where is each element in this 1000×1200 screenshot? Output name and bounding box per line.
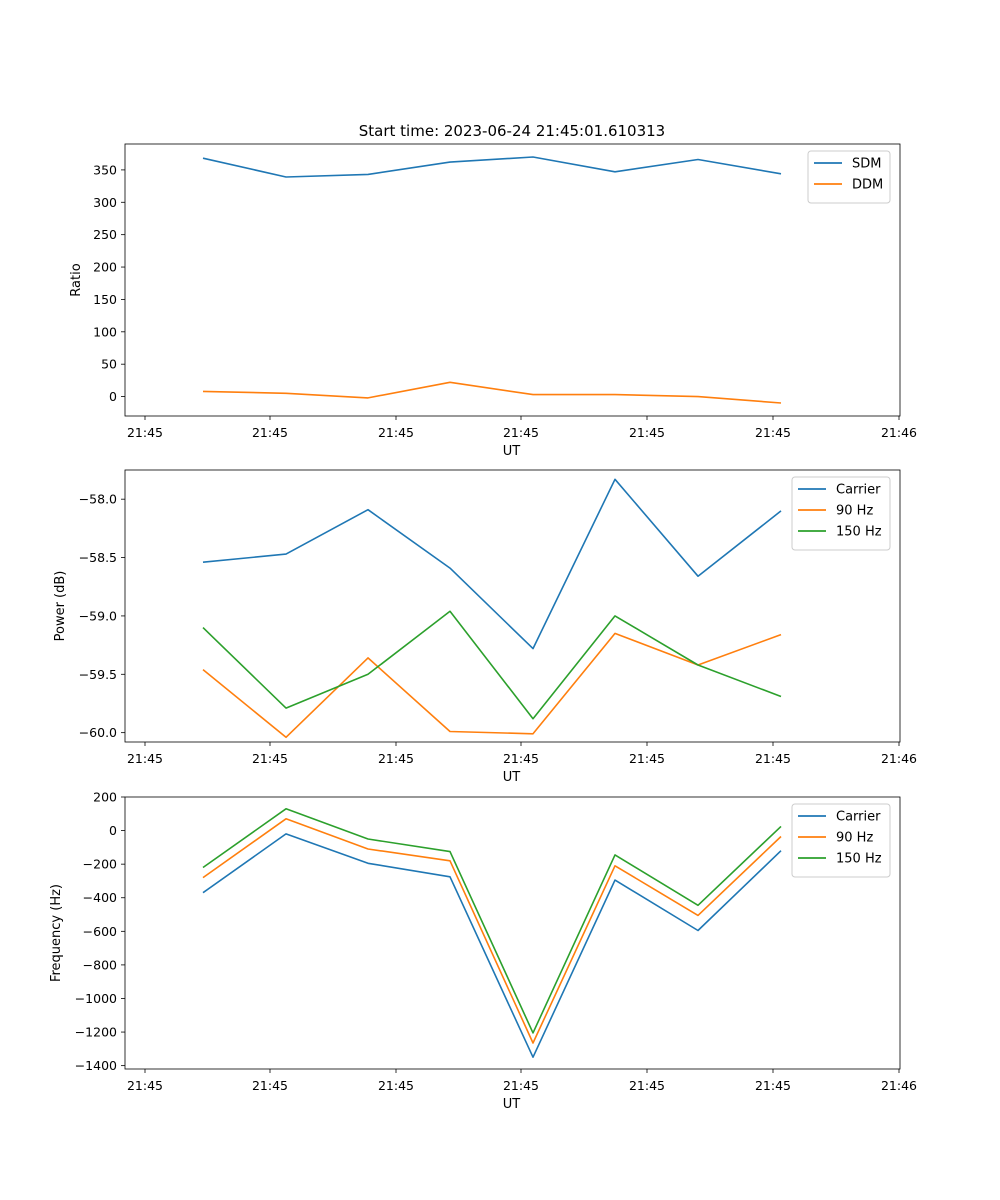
x-tick-label: 21:45 (503, 751, 539, 766)
y-tick-label: −800 (83, 957, 117, 972)
y-tick-label: 300 (93, 195, 117, 210)
legend-entry-label: SDM (852, 157, 881, 172)
legend: SDM DDM (807, 150, 891, 204)
y-tick-label: −200 (83, 857, 117, 872)
x-tick-label: 21:46 (881, 425, 917, 440)
series-line-carrier (202, 833, 782, 1058)
x-tick-label: 21:45 (378, 751, 414, 766)
axes-frame (124, 469, 901, 743)
subplot-1: 0 50 100 150 200 250 300 350 21:45 21:45 21:45 21:4… (69, 143, 917, 459)
y-tick-label: 0 (109, 389, 117, 404)
y-axis-label: Ratio (69, 263, 84, 296)
series-line-ddm (202, 381, 782, 404)
axes-root: 0 50 100 150 200 250 300 350 21:45 21:45 21:45 21:4… (49, 143, 917, 1113)
y-tick-label: −1400 (75, 1058, 117, 1073)
series-line-90-hz (202, 817, 782, 1044)
x-tick-label: 21:45 (755, 751, 791, 766)
y-tick-label: 350 (93, 162, 117, 177)
y-tick-label: −400 (83, 890, 117, 905)
series-line-sdm (202, 156, 782, 178)
y-tick-label: 250 (93, 227, 117, 242)
y-tick-label: −59.0 (79, 608, 117, 623)
series-line-150-hz (202, 807, 782, 1034)
legend-entry-label: 150 Hz (836, 852, 882, 867)
legend-entry-label: 90 Hz (836, 504, 873, 519)
axes-frame (124, 143, 901, 417)
legend-entry-label: Carrier (836, 483, 881, 498)
x-tick-label: 21:45 (503, 1078, 539, 1093)
x-tick-label: 21:45 (252, 425, 288, 440)
x-tick-label: 21:45 (252, 1078, 288, 1093)
x-tick-label: 21:45 (127, 1078, 163, 1093)
series-line-150-hz (202, 610, 782, 720)
y-tick-label: 200 (93, 260, 117, 275)
x-tick-label: 21:45 (127, 751, 163, 766)
x-axis-label: UT (503, 444, 521, 459)
x-tick-label: 21:45 (378, 425, 414, 440)
x-tick-label: 21:45 (755, 1078, 791, 1093)
y-tick-label: 200 (93, 790, 117, 805)
legend-entry-label: 90 Hz (836, 831, 873, 846)
legend: Carrier 90 Hz 150 Hz (791, 803, 891, 878)
subplot-2: −58.0 −58.5 −59.0 −59.5 −60.0 21:45 21:45 21:45… (53, 469, 917, 785)
y-axis-label: Frequency (Hz) (49, 884, 64, 982)
y-tick-label: 50 (101, 357, 117, 372)
series-line-90-hz (202, 632, 782, 739)
y-tick-label: −58.0 (79, 492, 117, 507)
y-tick-label: 150 (93, 292, 117, 307)
x-tick-label: 21:45 (629, 1078, 665, 1093)
y-tick-label: −59.5 (79, 667, 117, 682)
subplot-3: 200 0 −200 −400 −600 −800 −1000 −1200 −1400 21:45… (49, 790, 917, 1113)
y-axis-label: Power (dB) (53, 571, 68, 642)
legend-entry-label: DDM (852, 178, 883, 193)
x-tick-label: 21:45 (629, 425, 665, 440)
x-tick-label: 21:45 (127, 425, 163, 440)
y-tick-label: −600 (83, 924, 117, 939)
x-tick-label: 21:46 (881, 1078, 917, 1093)
legend: Carrier 90 Hz 150 Hz (791, 476, 891, 551)
axes-frame (124, 796, 901, 1070)
legend-entry-label: Carrier (836, 810, 881, 825)
x-tick-label: 21:45 (252, 751, 288, 766)
legend-entry-label: 150 Hz (836, 525, 882, 540)
x-tick-label: 21:45 (378, 1078, 414, 1093)
x-tick-label: 21:45 (503, 425, 539, 440)
y-tick-label: −1000 (75, 991, 117, 1006)
x-tick-label: 21:46 (881, 751, 917, 766)
x-tick-label: 21:45 (629, 751, 665, 766)
series-line-carrier (202, 478, 782, 650)
y-tick-label: −60.0 (79, 725, 117, 740)
figure-title: Start time: 2023-06-24 21:45:01.610313 (359, 122, 665, 140)
x-axis-label: UT (503, 770, 521, 785)
x-tick-label: 21:45 (755, 425, 791, 440)
y-tick-label: −1200 (75, 1025, 117, 1040)
y-tick-label: 0 (109, 823, 117, 838)
y-tick-label: 100 (93, 324, 117, 339)
y-tick-label: −58.5 (79, 550, 117, 565)
legend-frame (807, 150, 891, 204)
x-axis-label: UT (503, 1097, 521, 1112)
